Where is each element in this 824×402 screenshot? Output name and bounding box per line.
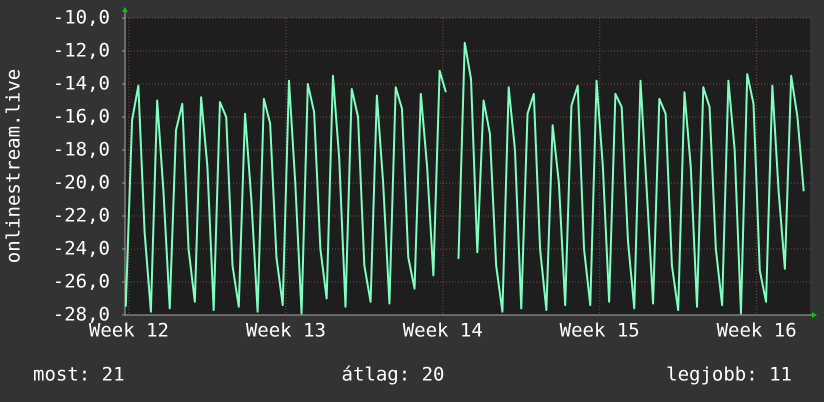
y-tick-label: -20,0 [53, 172, 110, 194]
y-tick-label: -24,0 [53, 238, 110, 260]
y-tick-label: -18,0 [53, 139, 110, 161]
y-tick-label: -26,0 [53, 271, 110, 293]
x-tick-label: Week 14 [403, 320, 483, 342]
axis-arrow [812, 312, 817, 318]
y-axis-label: onlinestream.live [3, 69, 25, 263]
y-tick-label: -22,0 [53, 205, 110, 227]
footer-average: átlag: 20 [342, 364, 445, 386]
y-tick-label: -16,0 [53, 106, 110, 128]
x-tick-label: Week 12 [89, 320, 169, 342]
axis-arrow [122, 7, 128, 12]
data-line [124, 41, 805, 315]
y-tick-label: -14,0 [53, 73, 110, 95]
footer-current: most: 21 [33, 364, 125, 386]
x-tick-label: Week 15 [560, 320, 640, 342]
x-tick-label: Week 13 [246, 320, 326, 342]
y-tick-label: -10,0 [53, 7, 110, 29]
x-tick-label: Week 16 [717, 320, 797, 342]
y-tick-label: -12,0 [53, 40, 110, 62]
y-tick-label: -28,0 [53, 304, 110, 326]
footer-best: legjobb: 11 [666, 364, 792, 386]
